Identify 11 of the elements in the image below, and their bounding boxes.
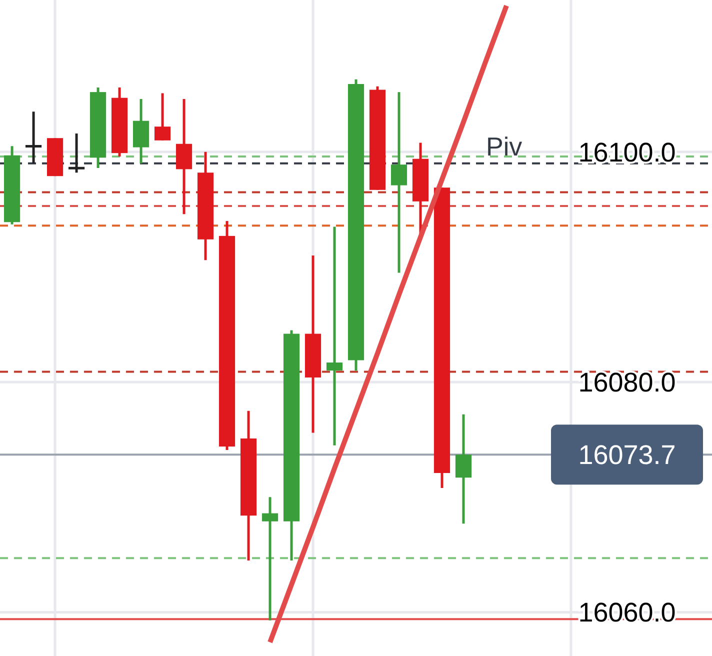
ref-line-label: Piv [486, 131, 522, 162]
candlestick [262, 496, 278, 622]
candlestick [455, 413, 472, 525]
candlestick [390, 90, 408, 274]
candlestick [326, 225, 343, 447]
y-tick-label: 16080.0 [578, 368, 676, 398]
candlestick [68, 132, 85, 174]
candlestick [25, 110, 42, 165]
ref-line-label: 16073.7 [578, 440, 676, 470]
candlestick [154, 92, 171, 142]
y-tick-label: 16100.0 [578, 137, 676, 168]
